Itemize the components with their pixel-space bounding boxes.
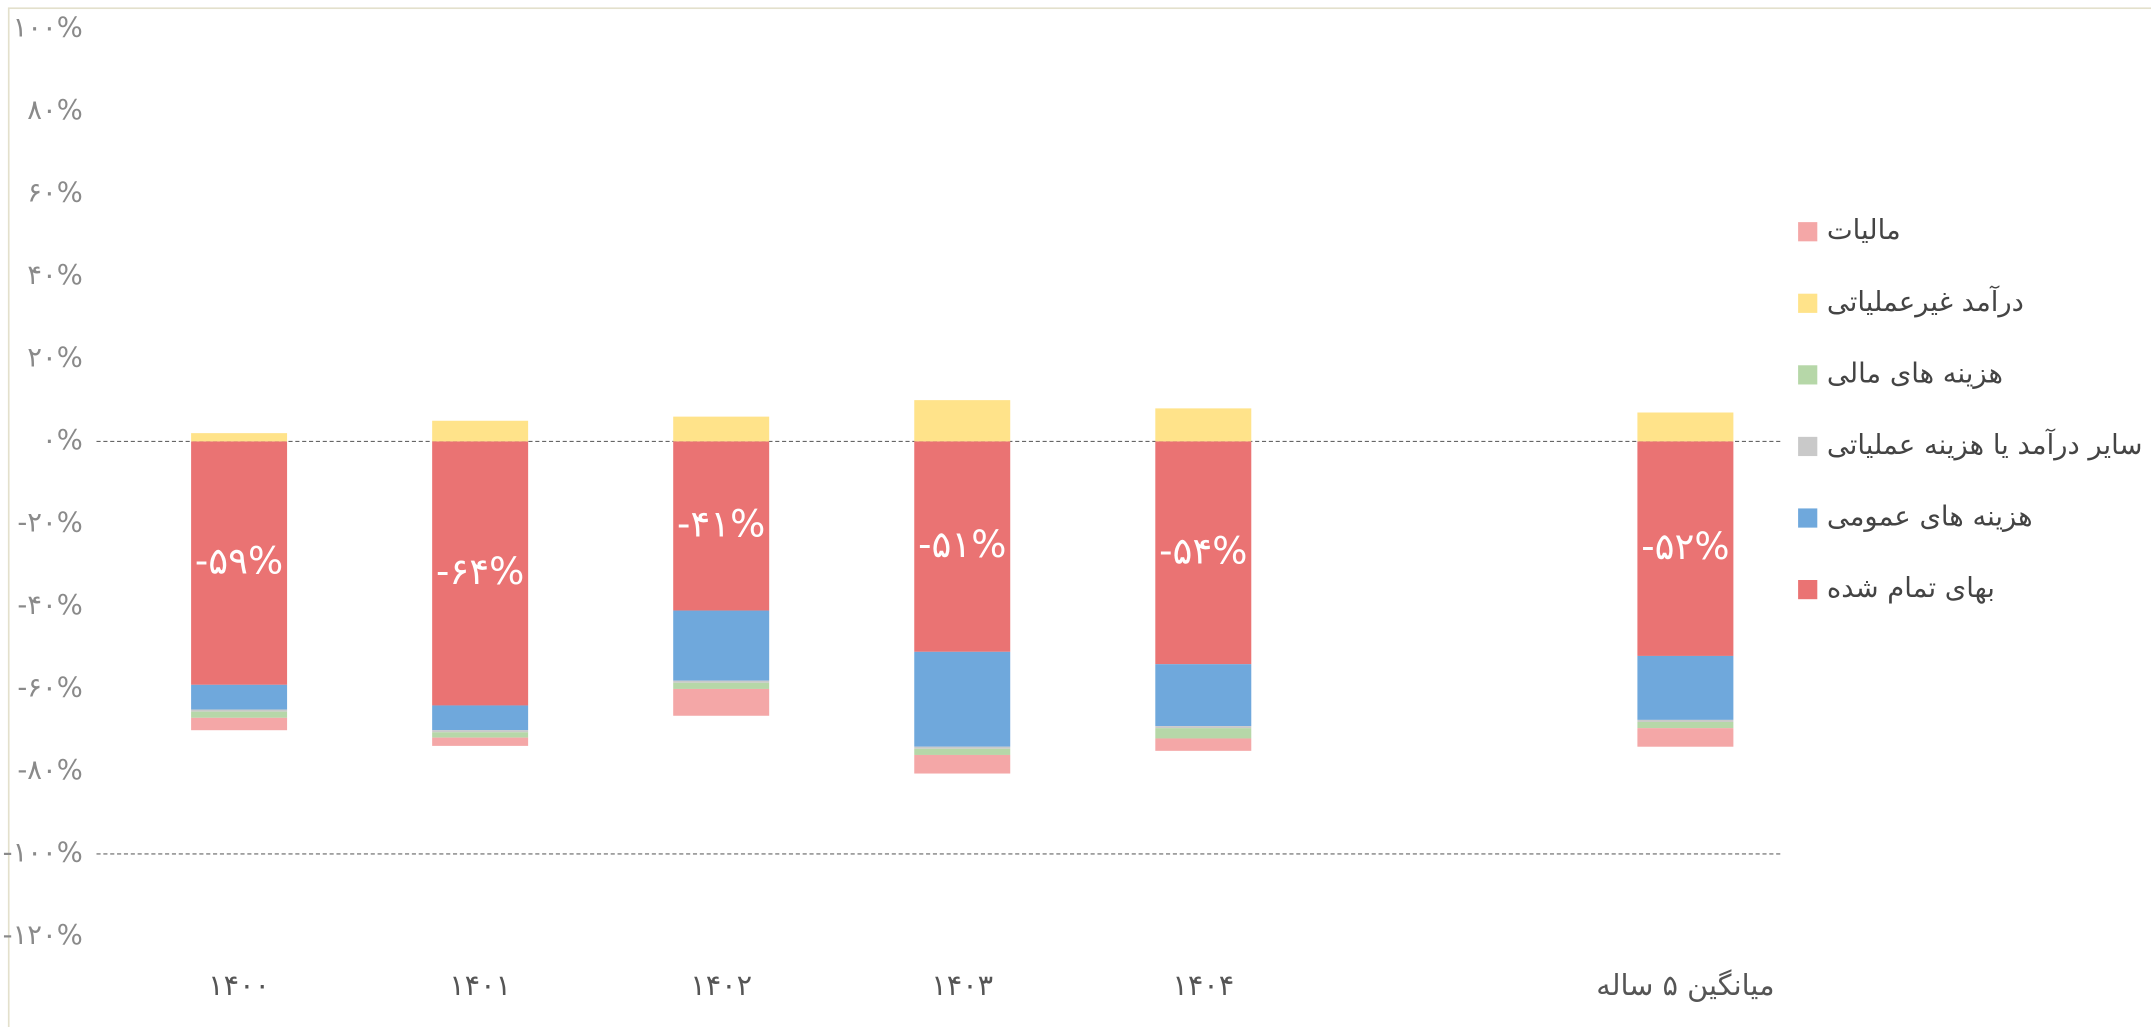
legend-swatch bbox=[1798, 580, 1818, 600]
data-label: -۵۱% bbox=[918, 523, 1006, 566]
y-tick-label: ۴۰% bbox=[27, 260, 82, 291]
legend-label: سایر درآمد یا هزینه عملیاتی bbox=[1827, 428, 2143, 461]
data-label: -۵۴% bbox=[1159, 529, 1247, 572]
legend-swatch bbox=[1798, 508, 1818, 528]
chart-border bbox=[7, 7, 2151, 1027]
y-tick-label: -۱۲۰% bbox=[3, 920, 83, 951]
x-tick-label: ۱۴۰۴ bbox=[1172, 968, 1234, 1002]
bar-segment bbox=[1637, 719, 1734, 722]
y-tick-label: ۶۰% bbox=[27, 177, 82, 208]
bar-segment bbox=[914, 754, 1011, 774]
y-tick-label: -۶۰% bbox=[17, 672, 82, 703]
y-tick-label: ۲۰% bbox=[27, 342, 82, 373]
x-tick-label: ۱۴۰۰ bbox=[208, 968, 270, 1002]
y-tick-label: ۰% bbox=[42, 425, 83, 456]
y-tick-label: -۱۰۰% bbox=[3, 837, 83, 868]
bar-segment bbox=[673, 610, 770, 681]
bar-segment bbox=[1155, 664, 1252, 727]
data-label: -۵۲% bbox=[1641, 525, 1729, 568]
bar-segment bbox=[432, 705, 529, 731]
bar-segment bbox=[191, 717, 288, 731]
bar-segment bbox=[1637, 412, 1734, 442]
bar-segment bbox=[1155, 728, 1252, 739]
bar-segment bbox=[673, 680, 770, 683]
y-tick-label: ۸۰% bbox=[27, 95, 82, 126]
x-tick-label: ۱۴۰۲ bbox=[690, 968, 752, 1002]
bar-segment bbox=[432, 420, 529, 442]
legend-label: مالیات bbox=[1827, 215, 1901, 246]
legend-swatch bbox=[1798, 436, 1818, 457]
bar-segment bbox=[914, 441, 1011, 652]
bar-segment bbox=[914, 748, 1011, 755]
bar-segment bbox=[191, 441, 288, 685]
bar-segment bbox=[673, 441, 770, 611]
bar-segment bbox=[1637, 441, 1734, 656]
legend-label: هزینه های مالی bbox=[1827, 358, 2003, 389]
bar-segment bbox=[191, 711, 288, 718]
data-label: -۴۱% bbox=[677, 502, 765, 545]
bar-segment bbox=[191, 684, 288, 710]
bar-segment bbox=[1155, 441, 1252, 665]
y-tick-label: ۱۰۰% bbox=[13, 12, 83, 43]
data-label: -۵۹% bbox=[195, 540, 283, 583]
legend-label: هزینه های عمومی bbox=[1827, 502, 2033, 533]
bar-segment bbox=[914, 746, 1011, 749]
data-label: -۶۴% bbox=[436, 550, 524, 593]
legend-label: بهای تمام شده bbox=[1827, 573, 1995, 604]
x-tick-label: ۱۴۰۳ bbox=[931, 968, 993, 1002]
y-tick-label: -۸۰% bbox=[17, 755, 82, 786]
y-tick-label: -۲۰% bbox=[17, 507, 82, 538]
bar-segment bbox=[1155, 726, 1252, 729]
x-tick-label: ۱۴۰۱ bbox=[449, 968, 511, 1002]
bar-segment bbox=[432, 441, 529, 706]
bar-segment bbox=[673, 416, 770, 442]
legend-label: درآمد غیرعملیاتی bbox=[1827, 285, 2024, 318]
bar-segment bbox=[191, 709, 288, 712]
bar-segment bbox=[432, 732, 529, 738]
bar-segment bbox=[673, 682, 770, 689]
bar-segment bbox=[1155, 738, 1252, 751]
legend-swatch bbox=[1798, 365, 1818, 385]
bar-segment bbox=[1637, 655, 1734, 720]
x-tick-label: میانگین ۵ ساله bbox=[1596, 968, 1774, 1002]
bar-segment bbox=[1637, 721, 1734, 729]
bar-segment bbox=[914, 651, 1011, 747]
bar-segment bbox=[914, 400, 1011, 442]
legend-swatch bbox=[1798, 293, 1818, 313]
bar-segment bbox=[1637, 728, 1734, 747]
legend-swatch bbox=[1798, 222, 1818, 242]
bar-segment bbox=[191, 433, 288, 442]
bar-segment bbox=[1155, 408, 1252, 442]
bar-segment bbox=[432, 730, 529, 733]
y-tick-label: -۴۰% bbox=[17, 590, 82, 621]
bar-segment bbox=[432, 737, 529, 746]
bar-segment bbox=[673, 688, 770, 716]
